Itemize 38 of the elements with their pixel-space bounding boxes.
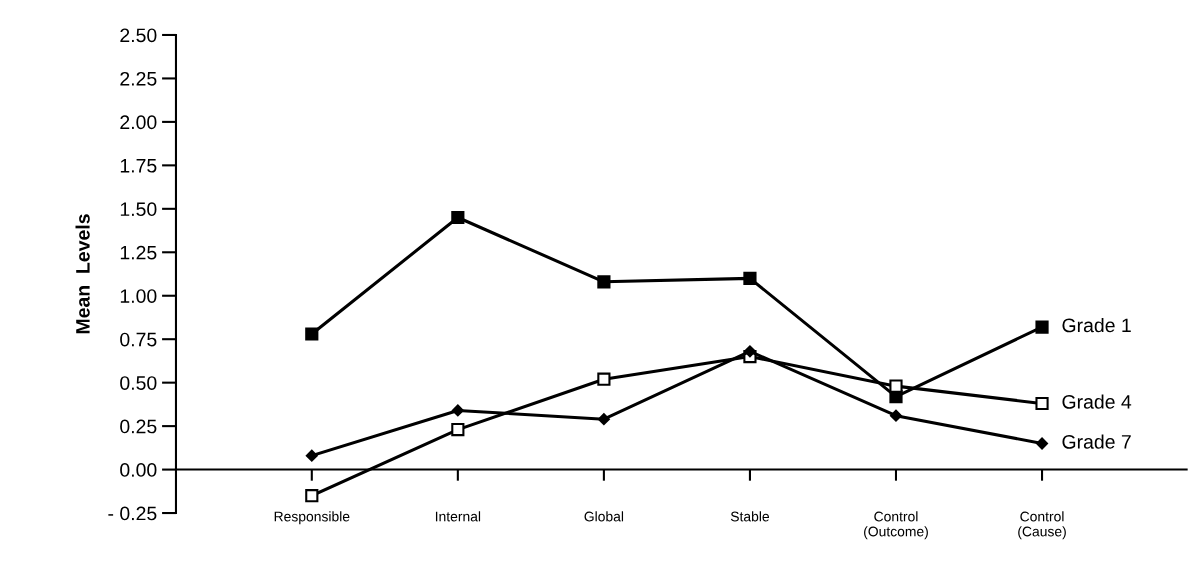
series-label: Grade 4 — [1062, 394, 1132, 409]
x-tick-label: Responsible — [274, 511, 350, 525]
y-tick-label: 1.25 — [120, 245, 157, 260]
point — [451, 423, 465, 437]
point — [451, 404, 464, 417]
point — [1035, 396, 1049, 411]
x-tick-label: Control (Outcome) — [864, 511, 928, 540]
y-tick-label: 0.50 — [120, 376, 157, 390]
point — [305, 327, 319, 341]
x-tick-label: Internal — [435, 511, 481, 522]
point — [305, 489, 319, 503]
x-tick-label: Global — [584, 511, 624, 522]
x-tick-label: Stable — [730, 511, 770, 522]
y-tick-label: - 0.25 — [108, 506, 157, 521]
point — [889, 379, 903, 393]
point — [1036, 437, 1048, 450]
y-tick-label: 1.75 — [120, 159, 157, 173]
point — [890, 409, 902, 422]
y-tick-label: 2.25 — [120, 71, 157, 86]
point — [743, 271, 757, 285]
y-tick-label: 0.00 — [120, 463, 157, 477]
y-axis-title: Mean Levels — [75, 214, 90, 334]
y-tick-label: 0.75 — [120, 332, 157, 347]
point — [1035, 320, 1049, 334]
y-tick-label: 2.00 — [120, 115, 157, 130]
y-tick-label: 0.25 — [120, 419, 157, 434]
point — [597, 275, 611, 289]
point — [305, 449, 318, 462]
point — [597, 413, 610, 426]
y-tick-label: 1.50 — [120, 202, 157, 217]
series-label: Grade 7 — [1062, 434, 1131, 449]
point — [597, 372, 611, 386]
point — [451, 210, 465, 225]
point — [743, 345, 756, 358]
series-label: Grade 1 — [1062, 317, 1131, 333]
y-tick-label: 1.00 — [120, 289, 157, 303]
y-tick-label: 2.50 — [120, 28, 157, 43]
x-tick-label: Control (Cause) — [1018, 511, 1066, 540]
